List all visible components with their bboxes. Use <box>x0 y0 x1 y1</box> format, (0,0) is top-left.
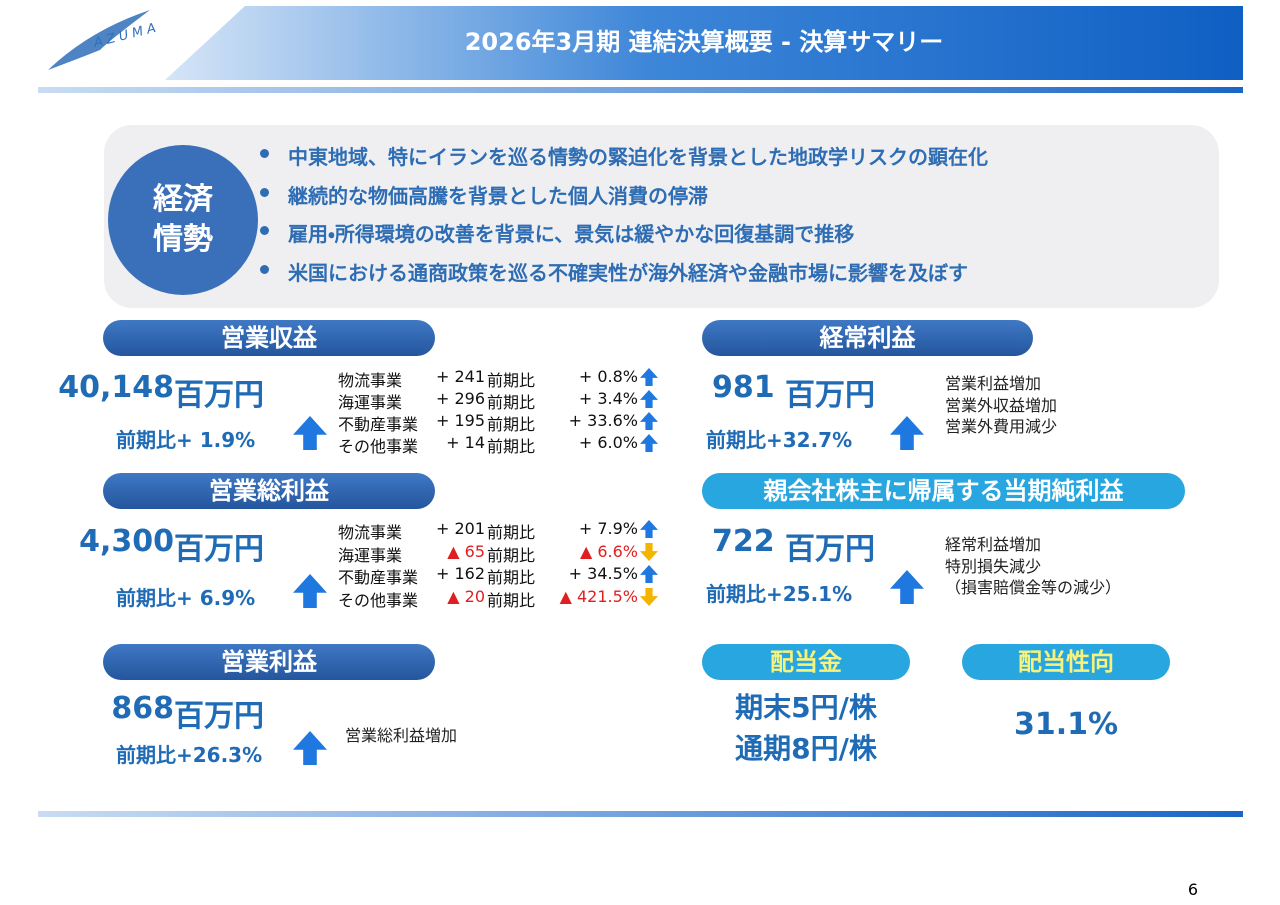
change: + 162 <box>435 564 485 583</box>
change: ▲ 65 <box>447 541 485 561</box>
section-title: 配当金 <box>702 644 910 680</box>
economy-bullet: 中東地域、特にイランを巡る情勢の緊迫化を背景とした地政学リスクの顕在化 <box>288 145 988 169</box>
note: 営業利益増加 <box>945 374 1042 393</box>
segment: 物流事業 <box>338 371 403 390</box>
segment-yoy: + 0.8% <box>578 367 638 386</box>
section-title: 経常利益 <box>702 320 1033 356</box>
amount: 722 <box>712 524 775 559</box>
down-arrow <box>640 587 658 606</box>
bullet-dot <box>260 226 269 235</box>
economy-bullet: 米国における通商政策を巡る不確実性が海外経済や金融市場に影響を及ぼす <box>288 260 968 285</box>
up-arrow <box>640 565 658 583</box>
up-arrow <box>640 434 658 452</box>
economy-label: 情勢 <box>153 222 213 257</box>
yoy-label: 前期比 <box>487 523 536 542</box>
up-arrow <box>640 412 658 430</box>
economy-label: 経済 <box>153 182 213 217</box>
segment: その他事業 <box>338 590 419 610</box>
yoy-label: 前期比 <box>487 545 536 565</box>
yoy: 前期比+32.7% <box>706 428 853 452</box>
yoy-label: 前期比 <box>487 371 536 390</box>
segment-yoy: + 33.6% <box>568 411 638 430</box>
note: 営業総利益増加 <box>345 726 458 745</box>
yoy: 前期比+ 6.9% <box>116 586 256 610</box>
change: + 241 <box>435 367 485 386</box>
note: 営業外費用減少 <box>945 417 1058 436</box>
segment: 不動産事業 <box>338 568 419 587</box>
economy-circle <box>108 145 258 295</box>
section-title: 配当性向 <box>962 644 1170 680</box>
segment: その他事業 <box>338 437 419 456</box>
unit: 百万円 <box>785 378 875 413</box>
up-arrow <box>640 520 658 538</box>
change: ▲ 20 <box>447 586 485 606</box>
up-arrow <box>890 570 924 604</box>
bullet-dot <box>260 187 269 197</box>
header-rule <box>38 87 1243 93</box>
note: 営業外収益増加 <box>945 395 1058 415</box>
amount: 868 <box>111 691 174 726</box>
amount: 981 <box>712 370 775 405</box>
footer-rule <box>38 811 1243 817</box>
up-arrow <box>640 390 658 408</box>
dividend-line: 通期8円/株 <box>735 732 877 765</box>
segment: 不動産事業 <box>338 415 419 434</box>
note: 経常利益増加 <box>945 535 1042 554</box>
change: + 14 <box>446 433 485 452</box>
unit: 百万円 <box>174 699 264 734</box>
note: （損害賠償金等の減少） <box>945 578 1122 597</box>
bullet-dot <box>260 149 269 158</box>
segment-yoy: ▲ 421.5% <box>559 586 638 606</box>
segment-yoy: + 34.5% <box>568 564 638 583</box>
up-arrow <box>293 574 327 608</box>
economy-bullet: 継続的な物価高騰を背景とした個人消費の停滞 <box>288 183 708 208</box>
economy-bullet: 雇用・所得環境の改善を背景に、景気は緩やかな回復基調で推移 <box>288 222 855 246</box>
segment: 海運事業 <box>338 545 403 565</box>
change: + 296 <box>435 389 485 408</box>
yoy: 前期比+25.1% <box>706 582 853 606</box>
page-number: 6 <box>1187 880 1198 899</box>
yoy: 前期比+26.3% <box>116 743 263 767</box>
logo-swoosh <box>48 10 150 70</box>
note: 特別損失減少 <box>945 556 1042 576</box>
payout-value: 31.1% <box>1013 707 1119 742</box>
header-title: 2026年3月期 連結決算概要 - 決算サマリー <box>464 28 944 56</box>
unit: 百万円 <box>174 532 264 567</box>
segment-yoy: + 7.9% <box>578 519 638 538</box>
down-arrow <box>640 542 658 561</box>
section-title: 親会社株主に帰属する当期純利益 <box>702 473 1185 509</box>
change: + 195 <box>435 411 485 430</box>
section-title: 営業総利益 <box>103 473 435 509</box>
up-arrow <box>640 368 658 386</box>
yoy-label: 前期比 <box>487 437 536 456</box>
segment: 物流事業 <box>338 523 403 542</box>
section-title: 営業収益 <box>103 320 435 356</box>
change: + 201 <box>435 519 485 538</box>
yoy: 前期比+ 1.9% <box>116 428 256 452</box>
yoy-label: 前期比 <box>487 568 536 587</box>
amount: 4,300 <box>79 524 174 559</box>
up-arrow <box>293 731 327 765</box>
header-banner <box>165 6 1243 80</box>
segment-yoy: ▲ 6.6% <box>579 541 638 561</box>
yoy-label: 前期比 <box>487 393 536 412</box>
unit: 百万円 <box>785 532 875 567</box>
section-title: 営業利益 <box>103 644 435 680</box>
yoy-label: 前期比 <box>487 415 536 434</box>
unit: 百万円 <box>174 378 264 413</box>
economy-box <box>104 125 1219 308</box>
up-arrow <box>890 416 924 450</box>
bullet-dot <box>260 264 269 274</box>
segment: 海運事業 <box>338 393 403 412</box>
amount: 40,148 <box>58 370 174 405</box>
dividend-line: 期末5円/株 <box>735 691 877 724</box>
segment-yoy: + 6.0% <box>578 433 638 452</box>
segment-yoy: + 3.4% <box>578 389 638 408</box>
up-arrow <box>293 416 327 450</box>
yoy-label: 前期比 <box>487 590 536 610</box>
